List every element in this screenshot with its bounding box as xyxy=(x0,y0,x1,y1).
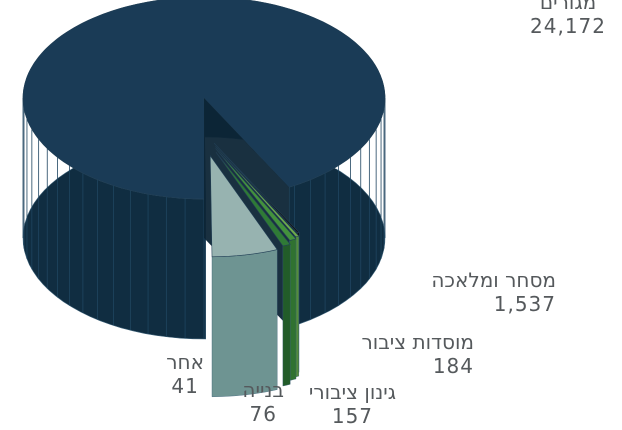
pie-slice xyxy=(215,146,300,378)
slice-category: בנייה xyxy=(242,378,284,402)
pie-slice xyxy=(209,154,278,398)
slice-category: מוסדות ציבור xyxy=(361,330,474,354)
pie-slices xyxy=(22,0,386,398)
slice-value: 157 xyxy=(331,404,374,428)
slice-top xyxy=(215,146,300,238)
slice-top xyxy=(215,148,297,241)
slice-value: 41 xyxy=(171,374,199,398)
slice-label-commerce: מסחר ומלאכה 1,537 xyxy=(431,268,556,316)
slice-value: 76 xyxy=(249,402,277,426)
slice-top xyxy=(209,154,278,258)
slice-category: מסחר ומלאכה xyxy=(431,268,556,292)
slice-side xyxy=(295,235,299,378)
slice-top xyxy=(215,151,291,247)
slice-label-gardening: גינון ציבורי 157 xyxy=(309,380,396,428)
slice-category: אחר xyxy=(166,350,204,374)
slice-side xyxy=(282,244,291,387)
pie-slice xyxy=(215,151,291,387)
slice-category: גינון ציבורי xyxy=(308,380,396,404)
slice-label-construction: בנייה 76 xyxy=(242,378,284,426)
slice-value: 184 xyxy=(432,354,474,378)
slice-top xyxy=(213,142,300,234)
slice-value: 24,172 xyxy=(530,14,606,38)
slice-value: 1,537 xyxy=(493,292,556,316)
slice-category: מגורים xyxy=(539,0,597,14)
pie-slice xyxy=(215,148,297,381)
slice-side xyxy=(211,249,278,398)
slice-label-institutions: מוסדות ציבור 184 xyxy=(361,330,474,378)
slice-side xyxy=(289,238,297,381)
slice-label-residential: מגורים 24,172 xyxy=(530,0,606,38)
slice-label-other: אחר 41 xyxy=(166,350,204,398)
